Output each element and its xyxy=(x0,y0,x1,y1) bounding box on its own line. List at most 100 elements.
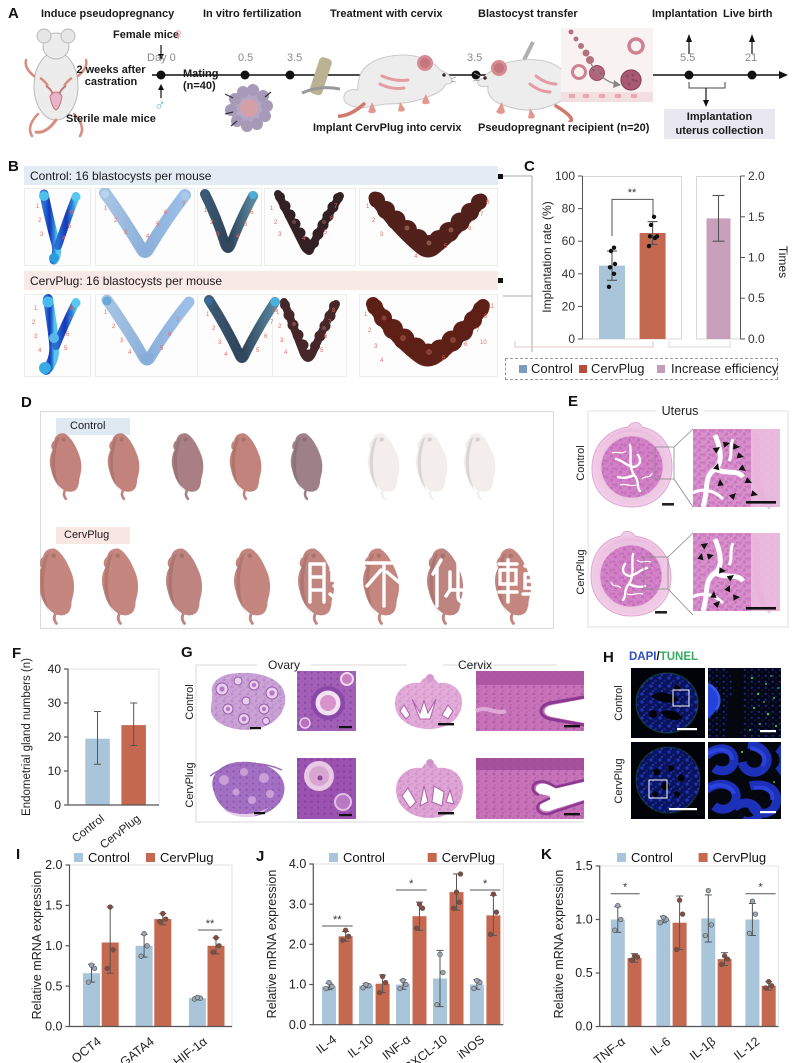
svg-text:1.0: 1.0 xyxy=(45,939,62,953)
svg-text:1: 1 xyxy=(204,208,208,214)
svg-text:CervPlug: CervPlug xyxy=(575,549,587,594)
svg-text:1: 1 xyxy=(36,204,40,210)
svg-text:Control: Control xyxy=(343,850,385,865)
svg-text:11: 11 xyxy=(488,304,495,310)
svg-text:40: 40 xyxy=(48,662,62,676)
svg-text:Control: Control xyxy=(184,684,196,719)
svg-text:0.5: 0.5 xyxy=(575,966,592,980)
svg-text:DAPI/TUNEL: DAPI/TUNEL xyxy=(629,651,698,663)
svg-text:7: 7 xyxy=(182,202,186,208)
svg-text:3: 3 xyxy=(278,232,282,238)
svg-text:3: 3 xyxy=(124,230,128,236)
svg-text:CXCL-10: CXCL-10 xyxy=(401,1032,450,1063)
svg-text:3: 3 xyxy=(374,344,378,350)
svg-text:6: 6 xyxy=(324,334,328,340)
svg-text:5: 5 xyxy=(244,222,248,228)
svg-text:Ovary: Ovary xyxy=(268,658,300,672)
svg-text:1: 1 xyxy=(34,306,38,312)
svg-text:2.0: 2.0 xyxy=(289,938,306,952)
svg-text:40: 40 xyxy=(562,267,576,281)
svg-text:4: 4 xyxy=(414,254,418,260)
svg-text:5: 5 xyxy=(160,346,164,352)
svg-text:6: 6 xyxy=(464,342,468,348)
svg-text:6: 6 xyxy=(70,210,74,216)
svg-text:IL-4: IL-4 xyxy=(314,1032,340,1056)
svg-text:HIF-1α: HIF-1α xyxy=(171,1034,210,1063)
svg-text:IL-12: IL-12 xyxy=(731,1034,762,1063)
svg-text:2: 2 xyxy=(212,326,216,332)
svg-text:Relative mRNA expression: Relative mRNA expression xyxy=(552,870,566,1019)
svg-text:Control: Control xyxy=(88,850,130,865)
svg-text:2: 2 xyxy=(32,320,36,326)
svg-text:4: 4 xyxy=(146,234,150,240)
svg-text:1: 1 xyxy=(270,206,274,212)
svg-text:1.0: 1.0 xyxy=(289,978,306,992)
svg-text:8: 8 xyxy=(484,314,488,320)
svg-text:3: 3 xyxy=(216,232,220,238)
svg-text:30: 30 xyxy=(48,696,62,710)
svg-text:4: 4 xyxy=(380,358,384,364)
svg-text:*: * xyxy=(758,882,763,894)
svg-text:*: * xyxy=(409,878,414,890)
svg-text:Times: Times xyxy=(776,246,790,278)
svg-text:0.0: 0.0 xyxy=(45,1020,62,1034)
svg-text:CervPlug: CervPlug xyxy=(613,758,625,803)
svg-text:1.5: 1.5 xyxy=(748,210,765,224)
svg-text:6: 6 xyxy=(168,332,172,338)
svg-text:4: 4 xyxy=(302,236,306,242)
svg-text:6: 6 xyxy=(66,332,70,338)
svg-text:7: 7 xyxy=(270,320,274,326)
svg-text:1: 1 xyxy=(276,310,280,316)
svg-text:8: 8 xyxy=(486,200,490,206)
svg-text:5: 5 xyxy=(68,224,72,230)
svg-text:2.0: 2.0 xyxy=(748,169,765,183)
svg-text:4: 4 xyxy=(224,352,228,358)
svg-text:5: 5 xyxy=(320,348,324,354)
svg-text:2: 2 xyxy=(38,218,42,224)
svg-text:CervPlug: CervPlug xyxy=(713,850,766,865)
svg-text:0.5: 0.5 xyxy=(748,291,765,305)
svg-text:Control: Control xyxy=(575,445,587,480)
svg-text:GATA4: GATA4 xyxy=(117,1034,156,1063)
svg-text:5: 5 xyxy=(442,356,446,362)
svg-text:3: 3 xyxy=(218,340,222,346)
svg-text:7: 7 xyxy=(476,328,480,334)
svg-text:8: 8 xyxy=(274,308,278,314)
svg-text:1: 1 xyxy=(206,312,210,318)
svg-text:2: 2 xyxy=(210,220,214,226)
svg-text:0.0: 0.0 xyxy=(575,1020,592,1034)
svg-text:8: 8 xyxy=(332,308,336,314)
svg-text:10: 10 xyxy=(480,340,487,346)
svg-text:80: 80 xyxy=(562,202,576,216)
svg-text:6: 6 xyxy=(468,226,472,232)
svg-text:8: 8 xyxy=(70,306,74,312)
svg-text:2: 2 xyxy=(372,218,376,224)
svg-text:Endometrial gland numbers (n): Endometrial gland numbers (n) xyxy=(21,658,33,816)
svg-text:2.0: 2.0 xyxy=(45,858,62,872)
svg-text:iNOS: iNOS xyxy=(455,1032,487,1061)
svg-text:TNF-α: TNF-α xyxy=(591,1034,628,1063)
svg-text:100: 100 xyxy=(555,169,575,183)
svg-text:Relative mRNA expression: Relative mRNA expression xyxy=(30,871,44,1020)
svg-text:20: 20 xyxy=(48,730,62,744)
svg-text:5: 5 xyxy=(324,230,328,236)
svg-text:2: 2 xyxy=(368,328,372,334)
svg-text:CervPlug: CervPlug xyxy=(184,762,196,807)
svg-text:5: 5 xyxy=(256,348,260,354)
svg-text:4: 4 xyxy=(128,350,132,356)
svg-text:1.0: 1.0 xyxy=(748,251,765,265)
svg-text:3: 3 xyxy=(34,334,38,340)
svg-text:4: 4 xyxy=(284,350,288,356)
svg-text:2: 2 xyxy=(278,324,282,330)
svg-text:Cervix: Cervix xyxy=(458,658,492,672)
svg-text:3.0: 3.0 xyxy=(289,897,306,911)
svg-text:6: 6 xyxy=(330,216,334,222)
svg-text:7: 7 xyxy=(68,318,72,324)
svg-text:Control: Control xyxy=(613,685,625,720)
svg-text:*: * xyxy=(483,878,488,890)
svg-text:2: 2 xyxy=(274,220,278,226)
svg-text:7: 7 xyxy=(480,212,484,218)
svg-text:1.5: 1.5 xyxy=(575,859,592,873)
svg-text:1: 1 xyxy=(366,204,370,210)
svg-text:IL-1β: IL-1β xyxy=(687,1034,718,1063)
